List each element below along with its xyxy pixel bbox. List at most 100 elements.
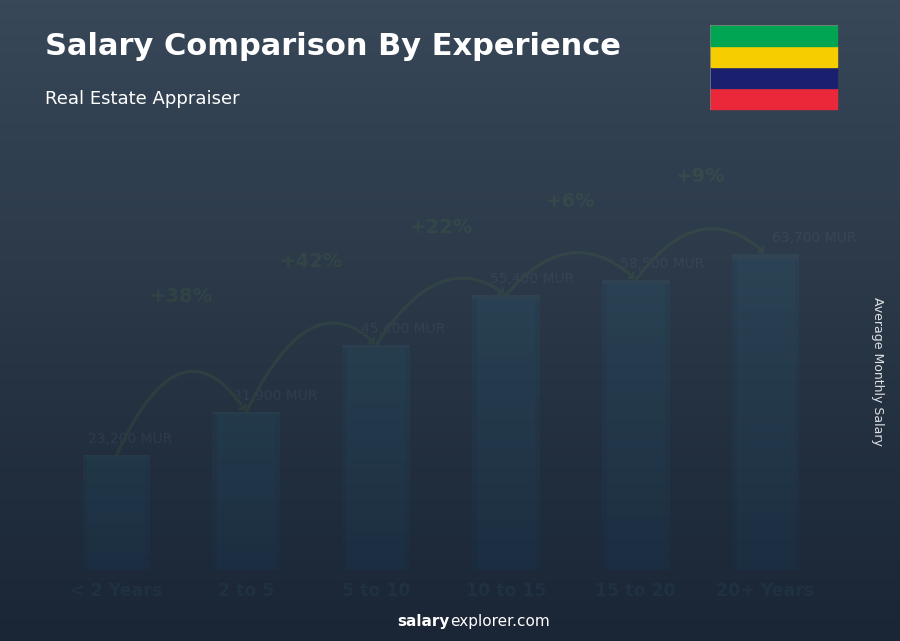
Bar [346,520,406,522]
Bar [476,419,536,422]
Bar [146,569,150,570]
Bar [217,495,276,497]
Bar [606,498,665,501]
Bar [217,458,276,460]
Bar [606,436,665,440]
Bar [146,494,150,495]
Bar [86,485,146,487]
Bar [212,537,217,539]
Bar [86,566,146,568]
Bar [86,495,146,497]
Bar [476,302,536,306]
Bar [217,462,276,463]
Bar [535,560,540,563]
Bar [212,535,217,537]
Bar [346,381,406,385]
Bar [535,392,540,395]
Bar [472,512,477,515]
Bar [83,560,87,562]
Bar [665,324,670,327]
Bar [275,565,280,567]
Bar [275,554,280,556]
Bar [146,528,150,529]
Bar [83,552,87,553]
Bar [665,360,670,363]
Bar [535,296,540,299]
Bar [346,492,406,494]
Bar [146,483,150,484]
Text: 55,400 MUR: 55,400 MUR [491,272,574,287]
Bar [665,280,670,283]
Bar [346,362,406,365]
Bar [736,440,796,444]
Bar [86,484,146,485]
Bar [212,554,217,556]
Bar [535,309,540,312]
Bar [732,353,736,357]
Bar [217,558,276,561]
Bar [83,512,87,513]
Bar [795,313,799,317]
Bar [83,569,87,570]
Bar [346,537,406,540]
Bar [217,452,276,454]
Bar [602,494,607,498]
Bar [342,534,347,537]
Bar [602,534,607,538]
Bar [476,374,536,378]
Bar [405,466,410,469]
Bar [476,312,536,316]
Bar [212,549,217,551]
Bar [665,313,670,316]
Bar [86,460,146,461]
Bar [342,449,347,452]
Bar [275,467,280,469]
Bar [602,542,607,545]
Bar [146,563,150,565]
Bar [275,445,280,447]
Bar [275,563,280,565]
Bar [606,556,665,560]
Bar [606,313,665,316]
Text: 31,900 MUR: 31,900 MUR [233,389,318,403]
Bar [476,316,536,319]
Bar [476,306,536,309]
Bar [83,551,87,552]
Bar [476,563,536,567]
Bar [275,420,280,422]
Bar [665,338,670,342]
Bar [346,410,406,413]
Bar [212,539,217,541]
Bar [86,560,146,562]
Bar [217,467,276,469]
Bar [346,486,406,488]
Bar [405,458,410,460]
Bar [146,491,150,493]
Bar [665,567,670,570]
Bar [535,470,540,474]
Bar [665,472,670,476]
Bar [342,415,347,419]
Bar [732,452,736,456]
Bar [146,540,150,542]
Bar [606,403,665,407]
Bar [736,404,796,408]
Bar [217,499,276,501]
Bar [346,367,406,370]
Bar [342,359,347,362]
Bar [217,424,276,426]
Bar [736,329,796,333]
Bar [795,479,799,483]
Bar [275,471,280,474]
Bar [275,424,280,426]
Bar [342,508,347,512]
Bar [342,373,347,376]
Bar [711,88,837,109]
Bar [217,449,276,452]
Bar [217,478,276,479]
Bar [795,563,799,567]
Bar [275,551,280,553]
Bar [665,469,670,472]
Bar [86,462,146,464]
Bar [146,471,150,472]
